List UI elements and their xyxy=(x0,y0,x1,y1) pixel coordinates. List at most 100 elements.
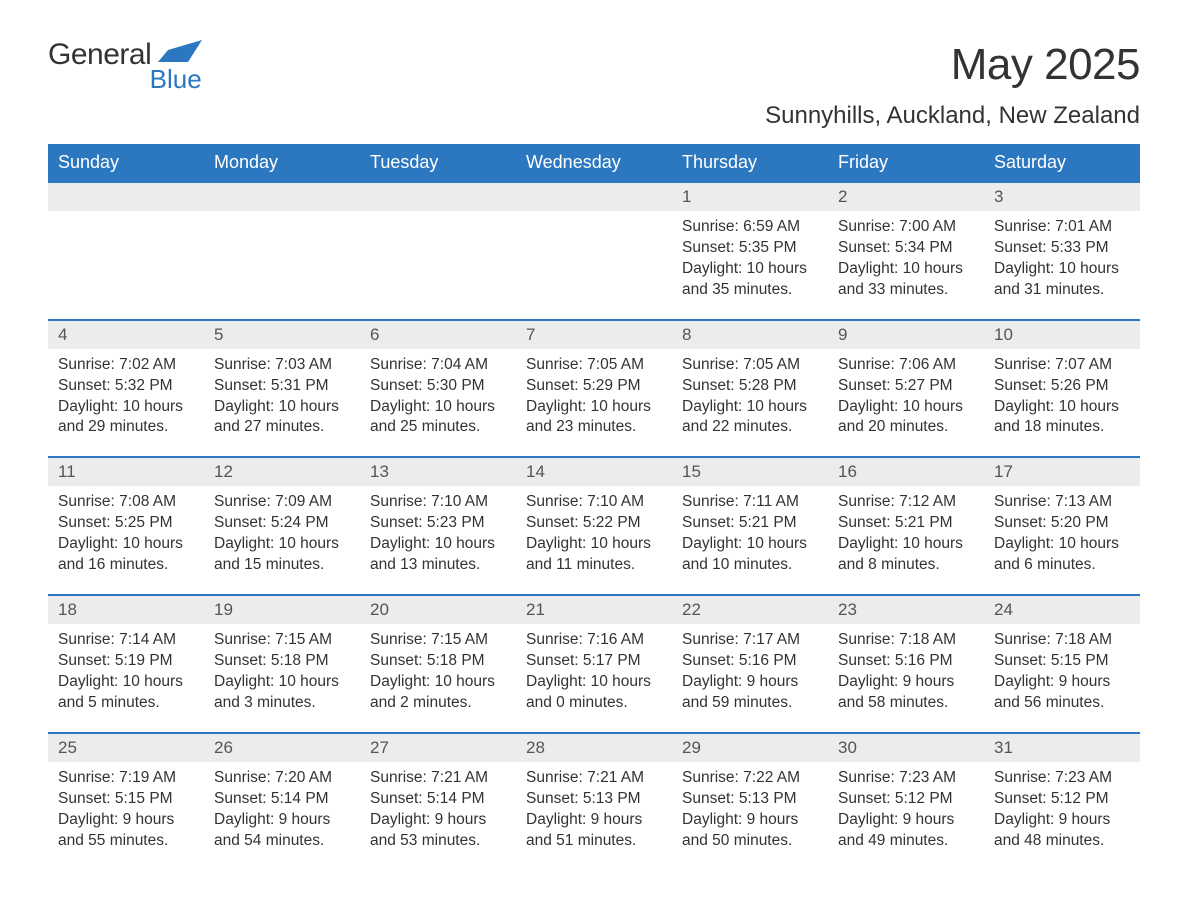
day-number: 30 xyxy=(828,733,984,762)
sunset-line: Sunset: 5:15 PM xyxy=(58,789,194,810)
sunset-line: Sunset: 5:14 PM xyxy=(214,789,350,810)
daylight-line: Daylight: 10 hours and 6 minutes. xyxy=(994,534,1130,576)
sunrise-line: Sunrise: 7:07 AM xyxy=(994,355,1130,376)
empty-cell xyxy=(516,211,672,320)
week-content-row: Sunrise: 7:08 AMSunset: 5:25 PMDaylight:… xyxy=(48,486,1140,595)
sunset-line: Sunset: 5:16 PM xyxy=(682,651,818,672)
daylight-line: Daylight: 9 hours and 49 minutes. xyxy=(838,810,974,852)
daylight-line: Daylight: 9 hours and 50 minutes. xyxy=(682,810,818,852)
daylight-line: Daylight: 9 hours and 59 minutes. xyxy=(682,672,818,714)
sunrise-line: Sunrise: 7:10 AM xyxy=(370,492,506,513)
empty-cell xyxy=(204,182,360,211)
daylight-line: Daylight: 9 hours and 48 minutes. xyxy=(994,810,1130,852)
sunrise-line: Sunrise: 7:11 AM xyxy=(682,492,818,513)
sunrise-line: Sunrise: 7:13 AM xyxy=(994,492,1130,513)
day-number: 7 xyxy=(516,320,672,349)
daylight-line: Daylight: 10 hours and 33 minutes. xyxy=(838,259,974,301)
sunrise-line: Sunrise: 7:05 AM xyxy=(682,355,818,376)
day-number: 3 xyxy=(984,182,1140,211)
sunrise-line: Sunrise: 7:23 AM xyxy=(994,768,1130,789)
sunset-line: Sunset: 5:16 PM xyxy=(838,651,974,672)
week-content-row: Sunrise: 7:14 AMSunset: 5:19 PMDaylight:… xyxy=(48,624,1140,733)
daylight-line: Daylight: 9 hours and 53 minutes. xyxy=(370,810,506,852)
day-number: 27 xyxy=(360,733,516,762)
day-number: 10 xyxy=(984,320,1140,349)
day-number: 24 xyxy=(984,595,1140,624)
weekday-header: Sunday xyxy=(48,144,204,182)
day-content: Sunrise: 7:11 AMSunset: 5:21 PMDaylight:… xyxy=(672,486,828,595)
day-content: Sunrise: 7:16 AMSunset: 5:17 PMDaylight:… xyxy=(516,624,672,733)
day-number: 5 xyxy=(204,320,360,349)
day-content: Sunrise: 7:20 AMSunset: 5:14 PMDaylight:… xyxy=(204,762,360,870)
sunset-line: Sunset: 5:22 PM xyxy=(526,513,662,534)
empty-cell xyxy=(516,182,672,211)
daylight-line: Daylight: 10 hours and 25 minutes. xyxy=(370,397,506,439)
sunrise-line: Sunrise: 7:01 AM xyxy=(994,217,1130,238)
daylight-line: Daylight: 10 hours and 3 minutes. xyxy=(214,672,350,714)
day-number: 26 xyxy=(204,733,360,762)
empty-cell xyxy=(48,211,204,320)
day-content: Sunrise: 7:01 AMSunset: 5:33 PMDaylight:… xyxy=(984,211,1140,320)
sunrise-line: Sunrise: 7:02 AM xyxy=(58,355,194,376)
flag-icon xyxy=(158,40,202,64)
sunrise-line: Sunrise: 7:20 AM xyxy=(214,768,350,789)
sunset-line: Sunset: 5:13 PM xyxy=(526,789,662,810)
day-number: 11 xyxy=(48,457,204,486)
day-number: 8 xyxy=(672,320,828,349)
day-content: Sunrise: 7:21 AMSunset: 5:14 PMDaylight:… xyxy=(360,762,516,870)
sunset-line: Sunset: 5:27 PM xyxy=(838,376,974,397)
sunset-line: Sunset: 5:15 PM xyxy=(994,651,1130,672)
sunset-line: Sunset: 5:20 PM xyxy=(994,513,1130,534)
sunset-line: Sunset: 5:26 PM xyxy=(994,376,1130,397)
daylight-line: Daylight: 10 hours and 22 minutes. xyxy=(682,397,818,439)
day-content: Sunrise: 7:18 AMSunset: 5:15 PMDaylight:… xyxy=(984,624,1140,733)
day-content: Sunrise: 7:00 AMSunset: 5:34 PMDaylight:… xyxy=(828,211,984,320)
sunrise-line: Sunrise: 6:59 AM xyxy=(682,217,818,238)
sunrise-line: Sunrise: 7:19 AM xyxy=(58,768,194,789)
sunrise-line: Sunrise: 7:08 AM xyxy=(58,492,194,513)
sunrise-line: Sunrise: 7:16 AM xyxy=(526,630,662,651)
sunrise-line: Sunrise: 7:10 AM xyxy=(526,492,662,513)
daylight-line: Daylight: 9 hours and 55 minutes. xyxy=(58,810,194,852)
week-content-row: Sunrise: 6:59 AMSunset: 5:35 PMDaylight:… xyxy=(48,211,1140,320)
day-content: Sunrise: 7:05 AMSunset: 5:29 PMDaylight:… xyxy=(516,349,672,458)
daylight-line: Daylight: 10 hours and 31 minutes. xyxy=(994,259,1130,301)
calendar-body: 123Sunrise: 6:59 AMSunset: 5:35 PMDaylig… xyxy=(48,182,1140,870)
sunset-line: Sunset: 5:23 PM xyxy=(370,513,506,534)
day-content: Sunrise: 7:18 AMSunset: 5:16 PMDaylight:… xyxy=(828,624,984,733)
daylight-line: Daylight: 9 hours and 58 minutes. xyxy=(838,672,974,714)
day-content: Sunrise: 7:10 AMSunset: 5:23 PMDaylight:… xyxy=(360,486,516,595)
sunrise-line: Sunrise: 7:05 AM xyxy=(526,355,662,376)
sunrise-line: Sunrise: 7:18 AM xyxy=(838,630,974,651)
daylight-line: Daylight: 10 hours and 23 minutes. xyxy=(526,397,662,439)
weekday-header: Monday xyxy=(204,144,360,182)
brand-text: General Blue xyxy=(48,40,202,92)
day-content: Sunrise: 7:09 AMSunset: 5:24 PMDaylight:… xyxy=(204,486,360,595)
weekday-header: Saturday xyxy=(984,144,1140,182)
week-content-row: Sunrise: 7:19 AMSunset: 5:15 PMDaylight:… xyxy=(48,762,1140,870)
daylight-line: Daylight: 9 hours and 51 minutes. xyxy=(526,810,662,852)
sunrise-line: Sunrise: 7:17 AM xyxy=(682,630,818,651)
sunset-line: Sunset: 5:12 PM xyxy=(994,789,1130,810)
day-content: Sunrise: 7:05 AMSunset: 5:28 PMDaylight:… xyxy=(672,349,828,458)
brand-part1: General xyxy=(48,38,151,71)
sunset-line: Sunset: 5:24 PM xyxy=(214,513,350,534)
day-content: Sunrise: 7:23 AMSunset: 5:12 PMDaylight:… xyxy=(828,762,984,870)
daylight-line: Daylight: 10 hours and 35 minutes. xyxy=(682,259,818,301)
sunset-line: Sunset: 5:29 PM xyxy=(526,376,662,397)
daylight-line: Daylight: 10 hours and 29 minutes. xyxy=(58,397,194,439)
daylight-line: Daylight: 10 hours and 0 minutes. xyxy=(526,672,662,714)
daylight-line: Daylight: 10 hours and 13 minutes. xyxy=(370,534,506,576)
sunset-line: Sunset: 5:19 PM xyxy=(58,651,194,672)
brand-logo: General Blue xyxy=(48,40,202,92)
day-content: Sunrise: 7:14 AMSunset: 5:19 PMDaylight:… xyxy=(48,624,204,733)
day-number: 29 xyxy=(672,733,828,762)
daylight-line: Daylight: 10 hours and 18 minutes. xyxy=(994,397,1130,439)
daylight-line: Daylight: 10 hours and 5 minutes. xyxy=(58,672,194,714)
day-content: Sunrise: 7:02 AMSunset: 5:32 PMDaylight:… xyxy=(48,349,204,458)
daylight-line: Daylight: 10 hours and 20 minutes. xyxy=(838,397,974,439)
header: General Blue May 2025 xyxy=(48,40,1140,92)
sunset-line: Sunset: 5:12 PM xyxy=(838,789,974,810)
sunset-line: Sunset: 5:17 PM xyxy=(526,651,662,672)
day-content: Sunrise: 7:13 AMSunset: 5:20 PMDaylight:… xyxy=(984,486,1140,595)
